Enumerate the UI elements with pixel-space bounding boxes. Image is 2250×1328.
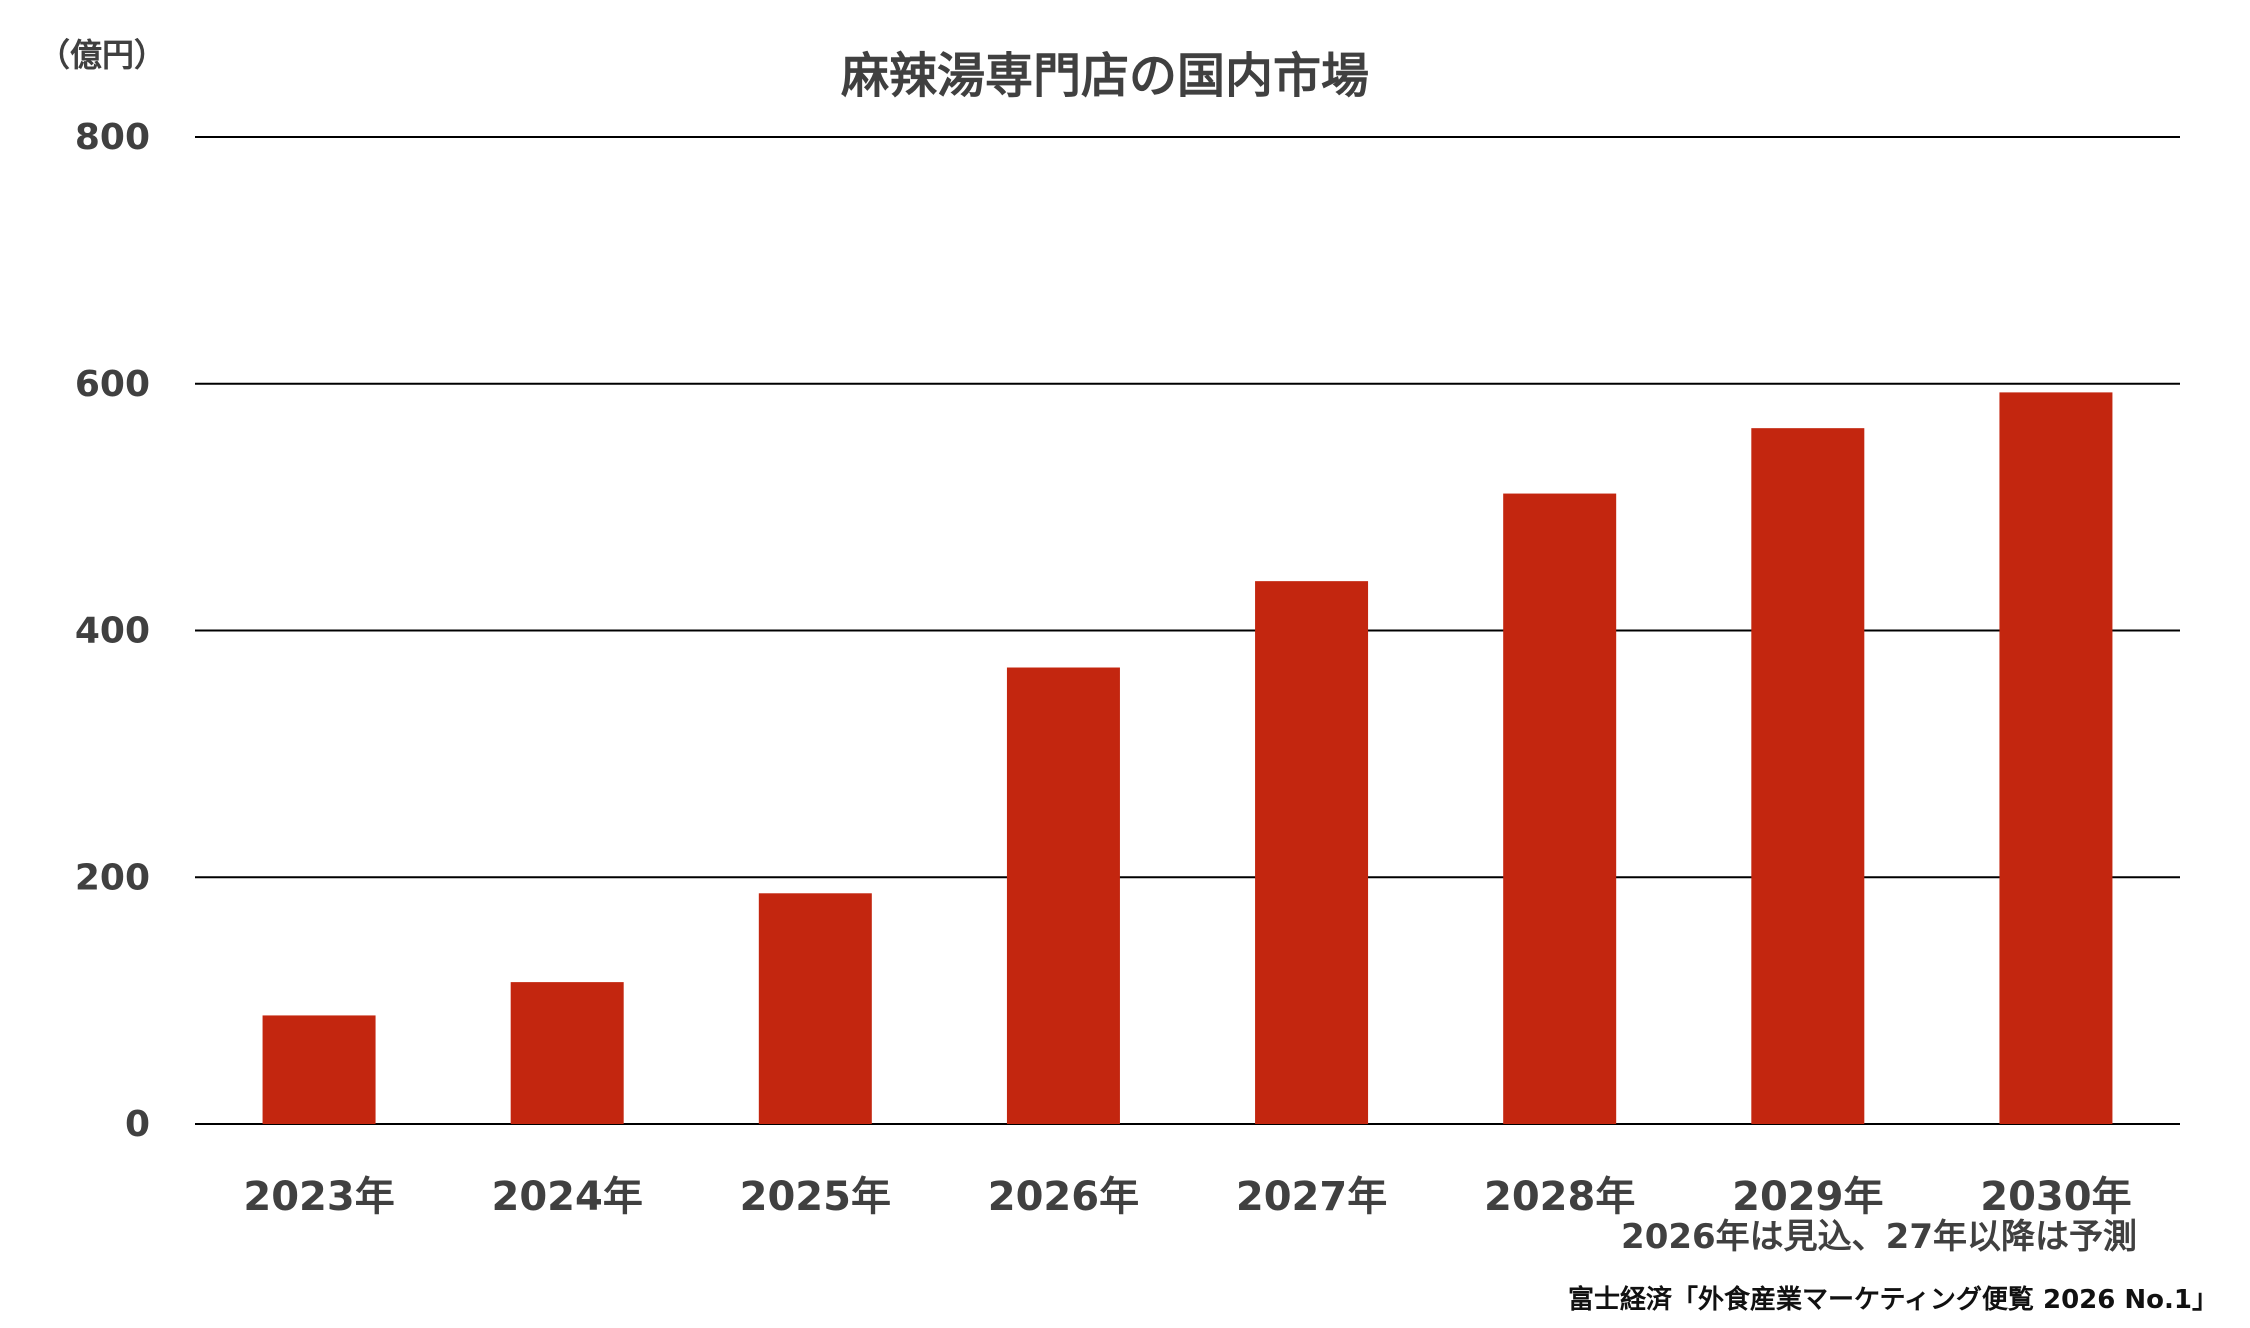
bar-2028年 (1503, 493, 1617, 1125)
x-tick-label: 2027年 (1236, 1174, 1387, 1220)
x-tick-label: 2028年 (1484, 1174, 1635, 1220)
bar-2024年 (510, 982, 624, 1124)
y-tick-label: 200 (75, 857, 150, 898)
y-axis-tick-labels: 0 200 400 600 800 (75, 117, 150, 1145)
y-tick-label: 600 (75, 364, 150, 405)
forecast-note: 2026年は見込、27年以降は予測 (1621, 1217, 2137, 1257)
x-tick-label: 2023年 (243, 1174, 394, 1220)
source-credit: 富士経済「外食産業マーケティング便覧 2026 No.1」 (1568, 1284, 2218, 1315)
x-tick-label: 2024年 (492, 1174, 643, 1220)
x-axis-tick-labels: 2023年 2024年 2025年 2026年 2027年 2028年 2029年 2030年 (243, 1174, 2131, 1220)
gridlines (195, 136, 2180, 1125)
bars (262, 392, 2113, 1125)
x-tick-label: 2026年 (988, 1174, 1139, 1220)
bar-2027年 (1255, 581, 1369, 1124)
bar-2025年 (758, 893, 872, 1124)
bar-2030年 (1999, 392, 2113, 1125)
x-tick-label: 2030年 (1980, 1174, 2131, 1220)
bar-2029年 (1751, 428, 1865, 1124)
bar-2023年 (262, 1015, 376, 1124)
chart-title: 麻辣湯専門店の国内市場 (841, 48, 1369, 104)
x-tick-label: 2029年 (1732, 1174, 1883, 1220)
y-axis-unit-label: （億円） (38, 36, 166, 74)
y-tick-label: 0 (125, 1104, 150, 1145)
y-tick-label: 400 (75, 611, 150, 652)
bar-2026年 (1006, 667, 1120, 1124)
y-tick-label: 800 (75, 117, 150, 158)
x-tick-label: 2025年 (740, 1174, 891, 1220)
